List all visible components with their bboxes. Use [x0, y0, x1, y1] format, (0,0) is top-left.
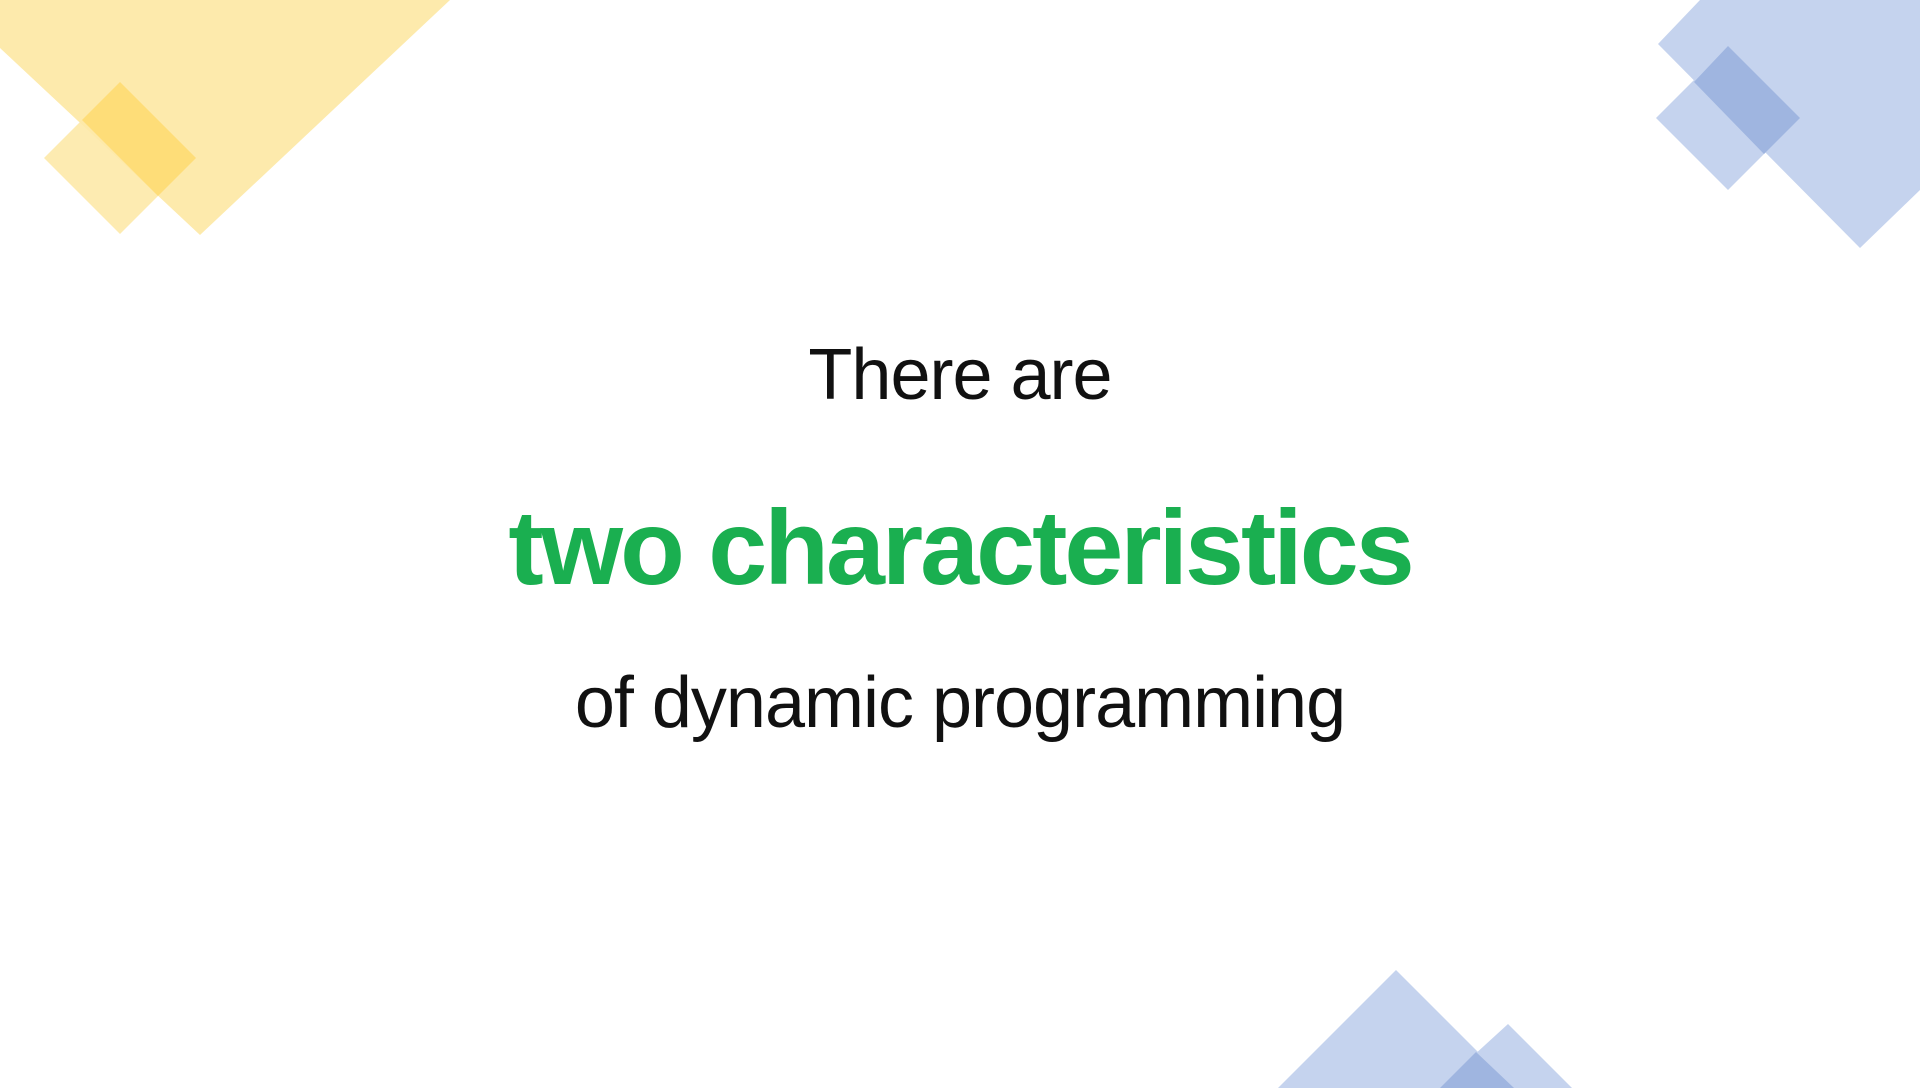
highlight-text: two characteristics [508, 489, 1414, 607]
intro-text: There are [808, 335, 1112, 415]
blue-overlap-shape [1694, 46, 1800, 154]
yellow-large-diamond-shape [0, 0, 450, 235]
subject-text: of dynamic programming [574, 663, 1346, 743]
yellow-overlap-shape [82, 82, 196, 196]
blue-bottom-large-diamond-shape [1278, 970, 1514, 1088]
blue-bottom-overlap-shape [1440, 1052, 1514, 1088]
